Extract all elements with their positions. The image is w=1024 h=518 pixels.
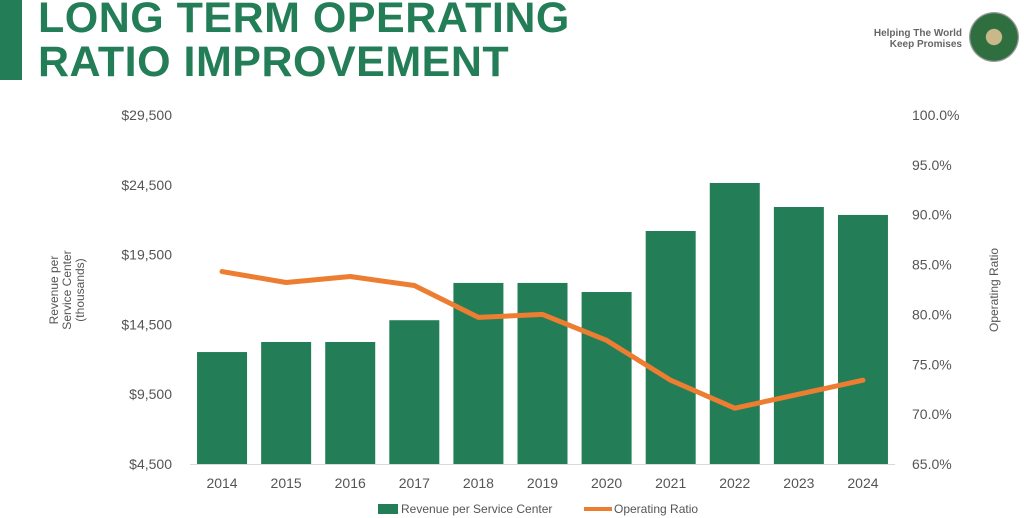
y2-tick-label: 90.0% xyxy=(912,207,952,223)
legend-bar-swatch xyxy=(378,504,398,514)
bar-2014 xyxy=(197,352,248,464)
x-tick-label: 2015 xyxy=(271,475,302,491)
y-axis-title: (thousands) xyxy=(73,258,87,321)
company-logo xyxy=(969,12,1019,62)
bar-2021 xyxy=(645,231,696,464)
y-tick-label: $14,500 xyxy=(121,316,172,332)
y2-tick-label: 95.0% xyxy=(912,157,952,173)
x-tick-label: 2016 xyxy=(335,475,366,491)
y2-tick-label: 80.0% xyxy=(912,306,952,322)
bar-2016 xyxy=(325,341,376,464)
y-tick-label: $9,500 xyxy=(129,386,172,402)
y2-tick-label: 100.0% xyxy=(912,107,959,123)
x-tick-label: 2020 xyxy=(591,475,622,491)
y2-axis-title: Operating Ratio xyxy=(987,248,1001,332)
title-line-2: RATIO IMPROVEMENT xyxy=(38,38,510,86)
title-line-1: LONG TERM OPERATING xyxy=(38,0,570,42)
y2-tick-label: 65.0% xyxy=(912,456,952,472)
bar-2015 xyxy=(261,341,312,464)
x-tick-label: 2023 xyxy=(783,475,814,491)
y-axis-title: Service Center xyxy=(60,250,74,329)
y-tick-label: $29,500 xyxy=(121,107,172,123)
bar-2023 xyxy=(773,206,824,464)
title-accent-bar xyxy=(0,0,22,80)
bar-2024 xyxy=(837,214,888,464)
bar-2020 xyxy=(581,292,632,464)
y2-tick-label: 75.0% xyxy=(912,356,952,372)
tagline-line-2: Keep Promises xyxy=(889,39,962,50)
x-tick-label: 2014 xyxy=(206,475,237,491)
bar-2022 xyxy=(709,182,760,464)
legend-label-operating-ratio: Operating Ratio xyxy=(614,502,698,516)
tagline-line-1: Helping The World xyxy=(873,28,962,39)
y-axis-title: Revenue per xyxy=(47,256,61,325)
y-tick-label: $19,500 xyxy=(121,247,172,263)
y2-tick-label: 70.0% xyxy=(912,406,952,422)
bar-2018 xyxy=(453,282,504,464)
y-tick-label: $24,500 xyxy=(121,177,172,193)
y-tick-label: $4,500 xyxy=(129,456,172,472)
legend-label-revenue: Revenue per Service Center xyxy=(401,502,552,516)
x-tick-label: 2022 xyxy=(719,475,750,491)
page-title: LONG TERM OPERATING RATIO IMPROVEMENT xyxy=(38,0,570,84)
tagline: Helping The World Keep Promises xyxy=(874,28,962,50)
x-tick-label: 2021 xyxy=(655,475,686,491)
bar-2019 xyxy=(517,282,568,464)
y2-tick-label: 85.0% xyxy=(912,257,952,273)
x-tick-label: 2017 xyxy=(399,475,430,491)
x-tick-label: 2019 xyxy=(527,475,558,491)
bar-2017 xyxy=(389,320,440,464)
x-tick-label: 2024 xyxy=(847,475,878,491)
x-tick-label: 2018 xyxy=(463,475,494,491)
